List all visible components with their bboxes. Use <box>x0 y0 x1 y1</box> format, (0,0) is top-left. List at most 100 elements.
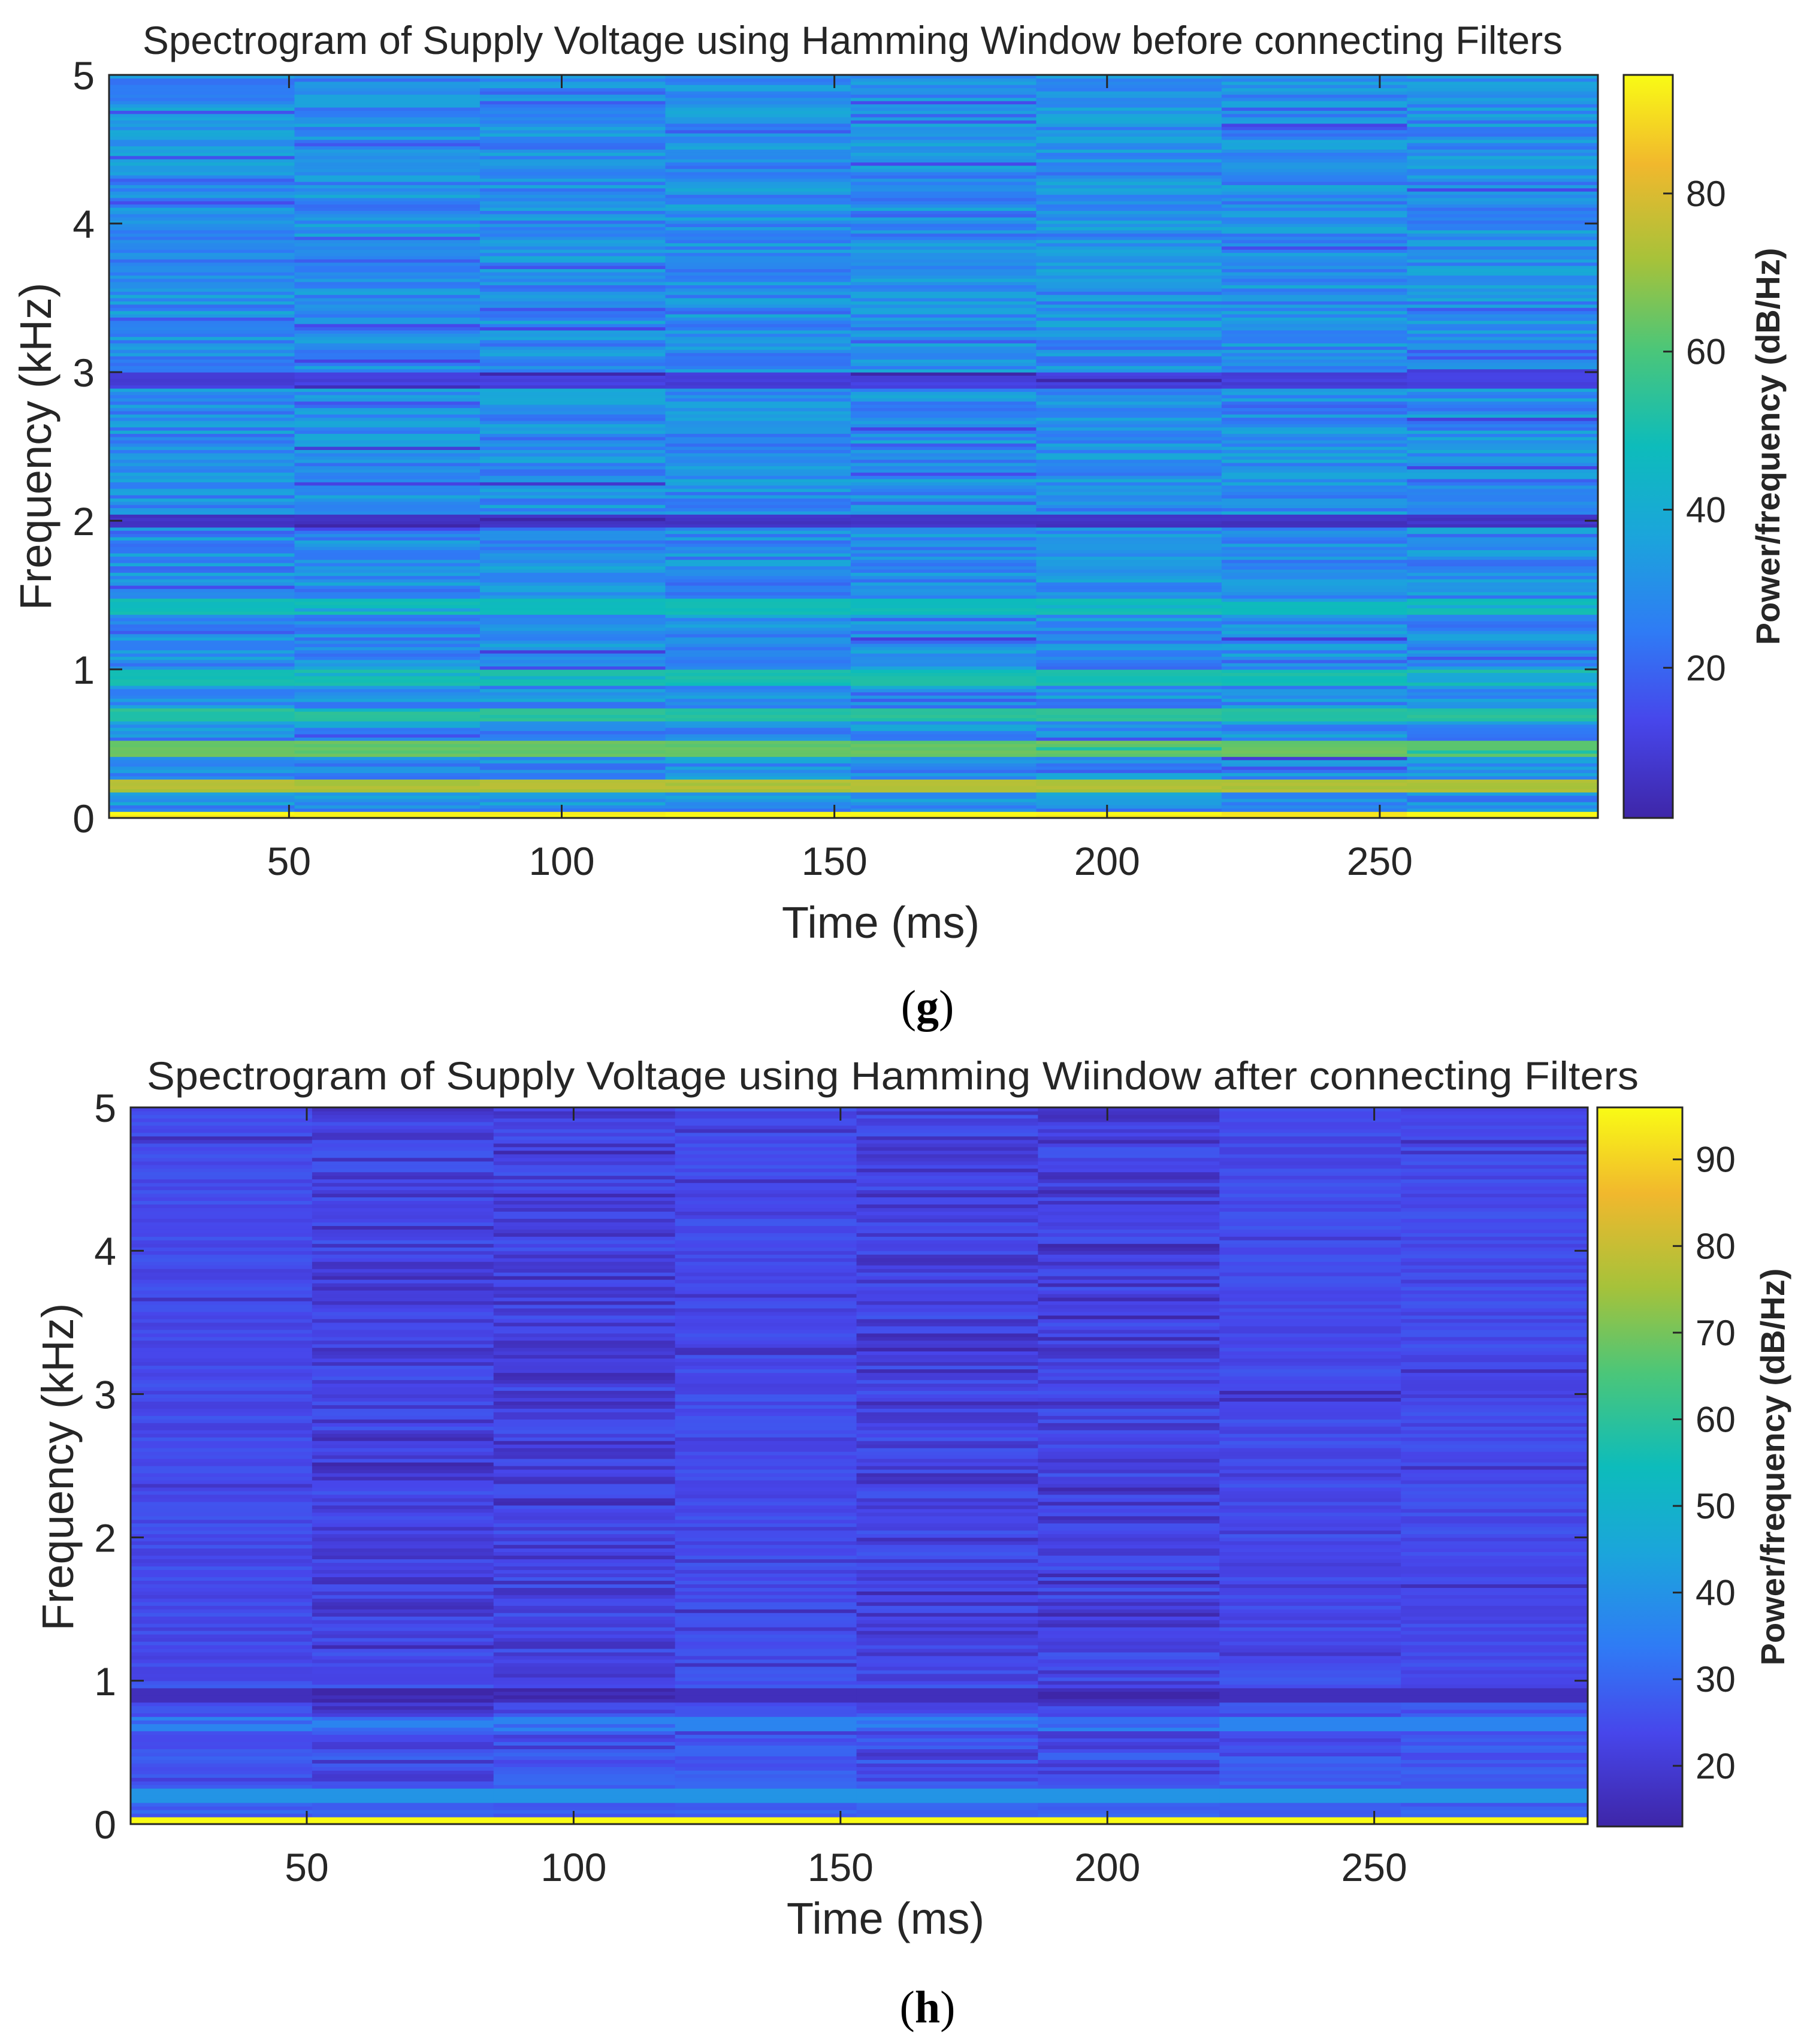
heatmap-cell <box>493 1412 676 1416</box>
heatmap-cell <box>294 517 481 521</box>
heatmap-cell <box>1221 640 1408 644</box>
heatmap-cell <box>131 1164 313 1169</box>
heatmap-cell <box>479 737 666 741</box>
heatmap-cell <box>675 1261 857 1266</box>
colorbar-label-h: Power/frequency (dB/Hz) <box>1754 1269 1791 1666</box>
heatmap-cell <box>312 1756 494 1760</box>
heatmap-cell <box>1038 1548 1220 1553</box>
heatmap-cell <box>1407 220 1598 224</box>
heatmap-cell <box>665 375 851 379</box>
heatmap-cell <box>1219 1261 1401 1266</box>
heatmap-cell <box>109 294 295 298</box>
heatmap-cell <box>312 1562 494 1567</box>
heatmap-cell <box>1036 324 1222 328</box>
heatmap-cell <box>294 695 481 699</box>
heatmap-cell <box>1219 1265 1401 1269</box>
heatmap-cell <box>312 1448 494 1452</box>
heatmap-cell <box>1407 737 1598 741</box>
heatmap-cell <box>1401 1466 1588 1470</box>
caption-h-close: ) <box>940 1982 955 2033</box>
heatmap-cell <box>312 1745 494 1750</box>
heatmap-cell <box>1407 197 1598 201</box>
heatmap-cell <box>1401 1666 1588 1671</box>
heatmap-cell <box>493 1544 676 1549</box>
heatmap-cell <box>1219 1487 1401 1492</box>
heatmap-cells-h <box>131 1107 1588 1825</box>
heatmap-cell <box>1219 1519 1401 1524</box>
heatmap-cell <box>493 1655 676 1660</box>
heatmap-cell <box>1038 1157 1220 1162</box>
heatmap-cell <box>1221 624 1408 628</box>
heatmap-cell <box>850 759 1037 763</box>
heatmap-cell <box>131 1487 313 1492</box>
heatmap-cell <box>665 207 851 212</box>
heatmap-cell <box>1221 740 1408 744</box>
heatmap-cell <box>1407 366 1598 370</box>
heatmap-cell <box>131 1609 313 1613</box>
heatmap-cell <box>493 1562 676 1567</box>
heatmap-cell <box>1401 1251 1588 1255</box>
heatmap-cell <box>1221 81 1408 85</box>
heatmap-cell <box>665 478 851 482</box>
heatmap-cell <box>1401 1519 1588 1524</box>
heatmap-cell <box>109 779 295 783</box>
heatmap-cell <box>665 178 851 182</box>
heatmap-cell <box>665 744 851 747</box>
heatmap-cell <box>1036 469 1222 473</box>
heatmap-cell <box>1219 1645 1401 1649</box>
heatmap-cell <box>1036 327 1222 331</box>
heatmap-cell <box>1036 307 1222 312</box>
heatmap-cell <box>479 162 666 166</box>
heatmap-cell <box>1036 737 1222 741</box>
heatmap-cell <box>493 1218 676 1222</box>
heatmap-cell <box>1219 1394 1401 1398</box>
heatmap-cell <box>109 478 295 482</box>
heatmap-cell <box>493 1293 676 1298</box>
heatmap-cell <box>479 265 666 270</box>
heatmap-cell <box>1038 1118 1220 1122</box>
heatmap-cell <box>294 443 481 447</box>
heatmap-cell <box>493 1430 676 1434</box>
heatmap-cell <box>1401 1287 1588 1291</box>
heatmap-cell <box>131 1698 313 1703</box>
heatmap-cell <box>131 1813 313 1817</box>
heatmap-cell <box>665 508 851 512</box>
heatmap-cell <box>109 566 295 570</box>
heatmap-cell <box>675 1569 857 1574</box>
heatmap-cell <box>479 210 666 215</box>
heatmap-cell <box>1407 324 1598 328</box>
heatmap-cell <box>1038 1734 1220 1739</box>
heatmap-cell <box>479 811 666 816</box>
heatmap-cell <box>856 1423 1039 1427</box>
heatmap-cell <box>856 1186 1039 1191</box>
x-ticks-g: 50 100 150 200 250 <box>267 75 1413 883</box>
heatmap-cell <box>850 298 1037 301</box>
heatmap-cell <box>493 1197 676 1201</box>
heatmap-cell <box>131 1662 313 1667</box>
heatmap-cell <box>1219 1472 1401 1477</box>
heatmap-cell <box>1221 401 1408 405</box>
heatmap-cell <box>1219 1233 1401 1237</box>
heatmap-cell <box>1038 1204 1220 1209</box>
heatmap-cell <box>1221 136 1408 140</box>
heatmap-cell <box>1221 291 1408 295</box>
heatmap-cell <box>131 1756 313 1760</box>
heatmap-cell <box>1036 744 1222 747</box>
heatmap-cell <box>479 717 666 721</box>
heatmap-cell <box>1407 404 1598 408</box>
heatmap-cell <box>850 717 1037 721</box>
heatmap-cell <box>665 194 851 198</box>
heatmap-cell <box>1221 162 1408 166</box>
heatmap-cell <box>850 271 1037 276</box>
heatmap-cell <box>1401 1229 1588 1233</box>
heatmap-cell <box>312 1272 494 1276</box>
heatmap-cell <box>675 1810 857 1814</box>
heatmap-cell <box>1401 1515 1588 1520</box>
heatmap-cell <box>1036 679 1222 683</box>
heatmap-cell <box>294 501 481 505</box>
heatmap-cell <box>665 366 851 370</box>
heatmap-cell <box>665 775 851 780</box>
heatmap-cell <box>665 90 851 95</box>
heatmap-cell <box>850 730 1037 735</box>
